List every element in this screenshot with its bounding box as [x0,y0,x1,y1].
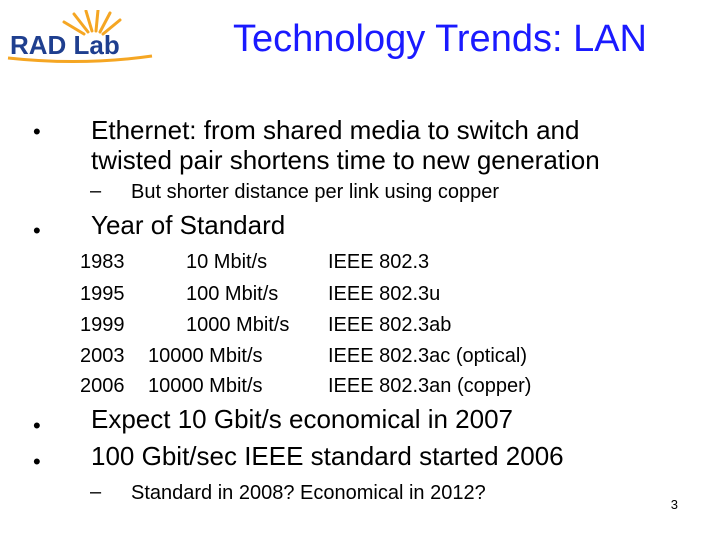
standard-cell: IEEE 802.3an (copper) [328,375,532,397]
standard-cell: IEEE 802.3u [328,283,441,305]
bullet-year-of-standard: Year of Standard [91,210,286,240]
standards-table: 1983 10 Mbit/s IEEE 802.3 1995 100 Mbit/… [80,250,600,397]
bullet-ethernet-line1: Ethernet: from shared media to switch an… [91,115,580,145]
speed-cell: 100 Mbit/s [186,283,279,305]
page-number: 3 [670,497,678,512]
bullet-100gbit-standard: 100 Gbit/sec IEEE standard started 2006 [91,441,564,471]
year-cell: 2006 [80,375,125,397]
subbullet-marker: – [90,180,102,202]
speed-cell: 10000 Mbit/s [148,345,263,367]
bullet-marker: • [33,413,41,438]
bullet-ethernet-line2: twisted pair shortens time to new genera… [91,145,600,175]
bullet-marker: • [33,218,41,243]
year-cell: 2003 [80,345,125,367]
speed-cell: 10000 Mbit/s [148,375,263,397]
subbullet-copper-distance: But shorter distance per link using copp… [131,181,499,203]
speed-cell: 10 Mbit/s [186,251,268,273]
bullet-marker: • [33,119,41,144]
bullet-expect-10gbit: Expect 10 Gbit/s economical in 2007 [91,404,514,434]
year-cell: 1983 [80,251,125,273]
speed-cell: 1000 Mbit/s [186,314,290,336]
standard-cell: IEEE 802.3 [328,251,430,273]
logo-text: RAD Lab [10,30,120,60]
rad-lab-logo-graphic: RAD Lab [7,8,153,64]
slide-title: Technology Trends: LAN [232,18,647,60]
rad-lab-logo: RAD Lab [2,8,172,72]
bullet-marker: • [33,449,41,474]
standard-cell: IEEE 802.3ac (optical) [328,345,527,367]
year-cell: 1999 [80,314,125,336]
year-cell: 1995 [80,283,125,305]
subbullet-marker: – [90,481,102,503]
subbullet-standard-2008: Standard in 2008? Economical in 2012? [131,482,486,504]
standard-cell: IEEE 802.3ab [328,314,452,336]
bullet-ethernet: Ethernet: from shared media to switch an… [91,115,691,175]
